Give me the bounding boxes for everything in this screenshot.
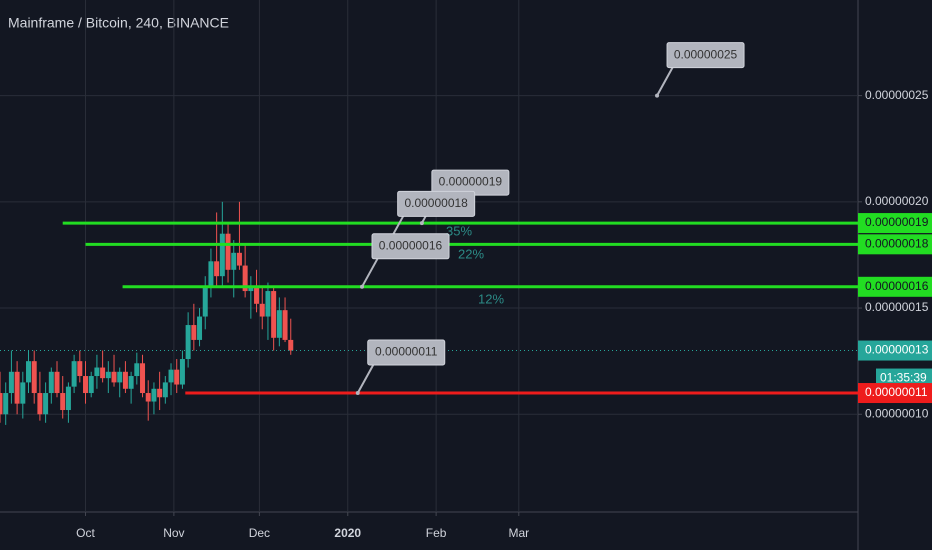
candle-body <box>271 291 277 338</box>
candle-body <box>14 371 20 404</box>
candle-body <box>157 388 163 398</box>
candle-body <box>8 371 14 394</box>
percent-label: 12% <box>478 291 504 306</box>
candle-body <box>3 393 9 415</box>
candle-body <box>128 376 134 389</box>
candle-body <box>276 310 282 338</box>
candle-body <box>197 316 203 340</box>
x-tick-label: Mar <box>508 526 529 540</box>
candle-body <box>100 367 106 379</box>
candle-body <box>26 361 32 383</box>
candle-body <box>105 371 111 379</box>
candle-body <box>214 261 220 277</box>
candle-body <box>236 252 242 266</box>
candle-body <box>202 286 208 317</box>
y-tick-label: 0.00000020 <box>865 194 929 208</box>
x-tick-label: Dec <box>249 526 270 540</box>
candle-body <box>111 371 117 383</box>
callout-box <box>371 233 450 260</box>
price-tag-label: 0.00000011 <box>865 385 928 399</box>
candle-body <box>179 359 185 385</box>
candle-body <box>242 265 248 292</box>
candle-body <box>88 376 94 394</box>
price-tag <box>858 234 932 255</box>
candle-body <box>0 393 3 415</box>
callout-label: 0.00000019 <box>439 175 503 189</box>
candle-body <box>54 371 60 394</box>
price-tag-label: 0.00000016 <box>865 279 929 293</box>
price-tag-label: 0.00000019 <box>865 215 929 229</box>
price-tag <box>858 276 932 297</box>
x-tick-label: Oct <box>76 526 95 540</box>
candle-body <box>288 339 294 351</box>
callout-label: 0.00000018 <box>404 196 468 210</box>
candle-body <box>94 367 100 377</box>
candle-body <box>83 376 89 394</box>
candle-body <box>248 286 254 292</box>
candle-body <box>43 393 49 415</box>
candle-body <box>65 386 71 411</box>
callout-box <box>367 339 446 366</box>
countdown: 01:35:39 <box>880 371 927 385</box>
candle-body <box>37 393 43 415</box>
candle-body <box>140 363 146 394</box>
candle-body <box>117 371 123 383</box>
last-price-tag <box>858 340 932 361</box>
candle-body <box>71 361 77 387</box>
candle-body <box>162 382 168 398</box>
candle-body <box>185 325 191 360</box>
candle-body <box>265 291 271 317</box>
candle-body <box>31 361 37 394</box>
candle-body <box>134 363 140 377</box>
y-tick-label: 0.00000010 <box>865 406 929 420</box>
callout-anchor <box>655 93 660 98</box>
candle-body <box>225 233 231 270</box>
candle-body <box>77 361 83 377</box>
last-price-label: 0.00000013 <box>865 343 929 357</box>
callout-anchor <box>419 221 424 226</box>
percent-label: 22% <box>458 246 484 261</box>
callout-anchor <box>360 284 365 289</box>
candle-body <box>254 286 260 304</box>
chart-title: Mainframe / Bitcoin, 240, BINANCE <box>8 15 229 31</box>
callout-pointer <box>656 66 674 97</box>
candle-body <box>168 369 174 383</box>
price-tag <box>858 383 932 404</box>
y-tick-label: 0.00000025 <box>865 88 929 102</box>
x-tick-label: Nov <box>163 526 184 540</box>
x-tick-label: Feb <box>426 526 447 540</box>
callout-label: 0.00000011 <box>375 345 438 359</box>
price-tag <box>858 213 932 234</box>
candle-body <box>191 325 197 340</box>
y-tick-label: 0.00000015 <box>865 300 929 314</box>
candle-body <box>174 369 180 385</box>
callout-pointer <box>361 257 379 288</box>
candle-body <box>219 233 225 277</box>
candle-body <box>20 382 26 404</box>
callout-box <box>397 190 476 217</box>
percent-label: 35% <box>446 223 472 238</box>
candle-body <box>145 393 151 402</box>
x-tick-label: 2020 <box>334 526 361 540</box>
callout-box <box>666 42 745 69</box>
price-tag-label: 0.00000018 <box>865 236 929 250</box>
candle-body <box>231 252 237 270</box>
candle-body <box>151 388 157 402</box>
candle-body <box>208 261 214 287</box>
candle-body <box>48 371 54 394</box>
callout-label: 0.00000025 <box>674 47 738 61</box>
candle-body <box>60 393 66 411</box>
candle-body <box>282 310 288 340</box>
candle-body <box>259 303 265 317</box>
callout-anchor <box>355 391 360 396</box>
candle-body <box>122 371 128 389</box>
callout-pointer <box>356 363 375 394</box>
callout-label: 0.00000016 <box>379 238 443 252</box>
